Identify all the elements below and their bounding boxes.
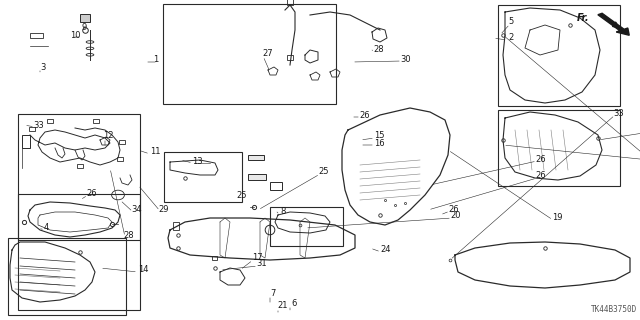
- Bar: [18, 194, 140, 310]
- Bar: [80, 14, 90, 22]
- Text: 1: 1: [153, 55, 158, 65]
- Bar: [119, 140, 125, 144]
- Text: 31: 31: [256, 260, 267, 268]
- Text: 26: 26: [448, 204, 459, 213]
- Bar: [117, 157, 123, 161]
- Bar: [164, 152, 242, 202]
- Text: 29: 29: [158, 204, 168, 213]
- Text: 24: 24: [380, 245, 390, 254]
- Text: 4: 4: [44, 223, 49, 233]
- Text: 21: 21: [277, 301, 287, 310]
- Bar: [498, 110, 620, 186]
- Text: 15: 15: [374, 132, 385, 140]
- Bar: [248, 174, 266, 180]
- Text: 34: 34: [131, 205, 141, 214]
- Bar: [8, 238, 126, 315]
- Text: 26: 26: [86, 188, 97, 197]
- Bar: [29, 127, 35, 131]
- Bar: [248, 155, 264, 160]
- Bar: [22, 135, 29, 148]
- Text: 6: 6: [291, 299, 296, 308]
- Text: 12: 12: [103, 132, 113, 140]
- Bar: [498, 5, 620, 106]
- Text: 33: 33: [33, 121, 44, 130]
- Bar: [93, 119, 99, 123]
- Text: 26: 26: [535, 172, 546, 180]
- Bar: [18, 114, 140, 240]
- Bar: [77, 164, 83, 168]
- Bar: [212, 255, 217, 260]
- Bar: [270, 207, 343, 246]
- Text: 19: 19: [552, 213, 563, 222]
- Text: 33: 33: [613, 108, 624, 117]
- Text: 16: 16: [374, 139, 385, 148]
- Text: 25: 25: [318, 167, 328, 177]
- Text: TK44B3750D: TK44B3750D: [591, 305, 637, 314]
- Text: 27: 27: [262, 50, 273, 59]
- Text: 25: 25: [236, 191, 246, 201]
- Text: 13: 13: [192, 156, 203, 165]
- FancyArrow shape: [598, 13, 629, 35]
- Bar: [270, 182, 282, 190]
- Bar: [47, 119, 52, 123]
- Bar: [173, 222, 179, 230]
- Text: Fr.: Fr.: [577, 13, 589, 23]
- Text: 10: 10: [70, 30, 81, 39]
- Text: 20: 20: [450, 211, 461, 220]
- Text: 14: 14: [138, 266, 148, 275]
- Text: 5: 5: [508, 18, 513, 27]
- Text: 30: 30: [400, 54, 411, 63]
- Text: 2: 2: [508, 34, 513, 43]
- Text: 7: 7: [270, 289, 275, 298]
- Bar: [287, 0, 293, 5]
- Text: 9: 9: [82, 23, 87, 33]
- Text: 26: 26: [359, 110, 370, 119]
- Text: 28: 28: [373, 45, 383, 54]
- Bar: [163, 4, 336, 104]
- Bar: [287, 55, 293, 60]
- Text: 3: 3: [40, 62, 45, 71]
- Text: 17: 17: [252, 253, 262, 262]
- Text: 11: 11: [150, 148, 161, 156]
- Bar: [30, 33, 43, 38]
- Text: 28: 28: [123, 230, 134, 239]
- Text: 26: 26: [535, 155, 546, 164]
- Text: 8: 8: [280, 207, 285, 217]
